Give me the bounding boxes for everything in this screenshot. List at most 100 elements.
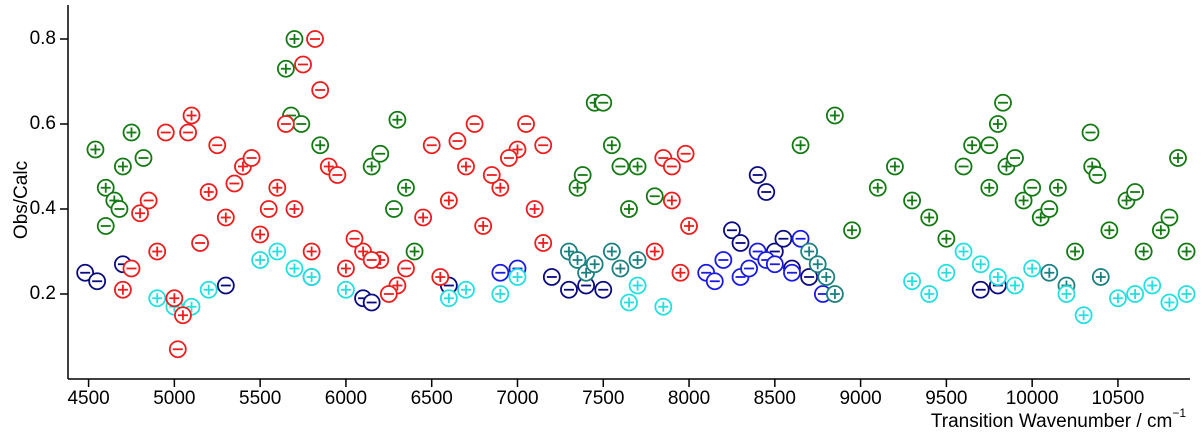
marker (954, 242, 973, 261)
marker (602, 136, 621, 155)
marker (1057, 285, 1076, 303)
marker (534, 234, 553, 252)
marker (920, 285, 939, 303)
marker (800, 268, 819, 286)
marker (1066, 242, 1084, 261)
marker (654, 297, 673, 316)
marker (1014, 191, 1033, 210)
marker (285, 200, 304, 218)
marker (868, 178, 887, 197)
marker (242, 149, 261, 167)
marker (122, 259, 141, 278)
marker (131, 204, 149, 223)
marker (96, 178, 115, 197)
marker (491, 285, 510, 303)
marker (628, 276, 647, 295)
marker (783, 263, 801, 282)
marker (662, 191, 681, 210)
marker (216, 276, 235, 295)
x-axis-label-main: Transition Wavenumber / cm (931, 411, 1172, 432)
marker (285, 30, 304, 48)
marker (534, 136, 553, 155)
marker (174, 306, 192, 325)
marker (705, 272, 724, 291)
marker (337, 280, 355, 299)
marker (86, 140, 105, 159)
marker (302, 268, 321, 286)
marker (328, 166, 347, 184)
marker (542, 268, 561, 286)
marker (148, 242, 167, 261)
marker (903, 272, 921, 291)
marker (1006, 149, 1024, 167)
marker (560, 280, 578, 299)
marker (791, 136, 810, 155)
marker (251, 251, 270, 269)
marker (577, 276, 596, 295)
marker (1160, 293, 1179, 312)
x-tick-label: 9500 (925, 388, 967, 409)
marker (388, 110, 407, 129)
x-tick-label: 7500 (582, 388, 624, 409)
marker (148, 289, 167, 308)
marker (525, 200, 544, 218)
marker (251, 225, 270, 244)
marker (988, 268, 1007, 286)
marker (268, 178, 287, 197)
marker (276, 115, 295, 133)
marker (817, 268, 836, 286)
marker (134, 149, 153, 167)
marker (306, 30, 324, 48)
x-tick-label: 10500 (1092, 388, 1145, 409)
marker (843, 221, 861, 240)
marker (611, 157, 630, 176)
x-tick-label: 7000 (496, 388, 538, 409)
marker (225, 174, 244, 193)
marker (937, 229, 956, 248)
marker (405, 242, 424, 261)
marker (954, 157, 973, 176)
marker (740, 259, 758, 278)
marker (113, 280, 132, 299)
marker (362, 293, 381, 312)
marker (165, 289, 184, 308)
marker (491, 178, 510, 197)
marker (568, 251, 587, 269)
marker (620, 293, 638, 312)
marker (825, 285, 844, 303)
marker (1143, 276, 1162, 295)
marker (886, 157, 904, 176)
marker (1006, 276, 1024, 295)
marker (594, 280, 613, 299)
marker (714, 251, 733, 269)
marker (182, 106, 201, 125)
x-tick-label: 8000 (668, 388, 710, 409)
marker (1126, 285, 1145, 303)
marker (465, 115, 484, 133)
marker (285, 259, 304, 278)
marker (276, 59, 295, 78)
marker (1048, 178, 1067, 197)
marker (1023, 178, 1042, 197)
y-tick-label: 0.8 (30, 28, 56, 49)
marker (1134, 242, 1153, 261)
marker (585, 255, 604, 274)
marker (611, 259, 630, 278)
marker (311, 81, 330, 99)
marker (1091, 268, 1110, 286)
marker (168, 340, 187, 359)
marker (199, 280, 218, 299)
marker (723, 221, 741, 240)
marker (1040, 263, 1059, 282)
marker (791, 229, 810, 248)
marker (457, 280, 475, 299)
marker (422, 136, 441, 155)
marker (337, 259, 355, 278)
marker (1177, 242, 1196, 261)
x-axis-label-sup: −1 (1172, 406, 1186, 420)
marker (76, 263, 95, 282)
marker (628, 251, 647, 269)
marker (88, 272, 107, 291)
marker (439, 289, 458, 308)
